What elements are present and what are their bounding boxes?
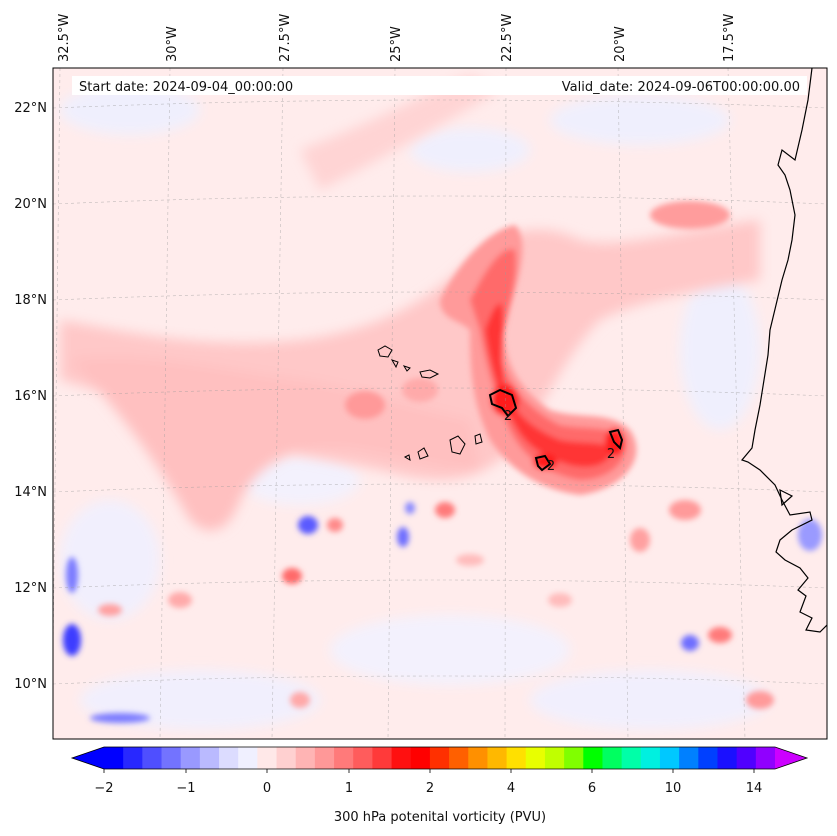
colorbar-tick-label: 0 (263, 781, 271, 796)
lat-label: 14°N (14, 485, 47, 500)
lat-label: 22°N (14, 101, 47, 116)
lat-label: 12°N (14, 581, 47, 596)
lat-label: 10°N (14, 677, 47, 692)
colorbar-segment (621, 747, 642, 769)
lon-label: 25°W (389, 26, 404, 62)
lon-label: 27.5°W (278, 14, 293, 62)
date-info-box (72, 76, 807, 95)
colorbar-ticks: −2 −1 0 1 2 4 6 10 14 (94, 769, 762, 796)
colorbar-segment (736, 747, 757, 769)
start-date: Start date: 2024-09-04_00:00:00 (79, 80, 293, 95)
lon-label: 32.5°W (57, 14, 72, 62)
colorbar-tick-label: −1 (176, 781, 195, 796)
colorbar-title: 300 hPa potenital vorticity (PVU) (334, 810, 546, 825)
colorbar-segment (679, 747, 699, 769)
colorbar-segment (640, 747, 661, 769)
colorbar-tick-label: 6 (588, 781, 596, 796)
pv-small-features (63, 500, 822, 723)
colorbar-segment (525, 747, 546, 769)
colorbar-tick-label: 4 (507, 781, 515, 796)
colorbar-segment (161, 747, 182, 769)
colorbar-segment (276, 747, 297, 769)
islands (377, 345, 483, 462)
colorbar-segment (659, 747, 680, 769)
valid-date: Valid_date: 2024-09-06T00:00:00.00 (562, 80, 800, 95)
longitude-labels: 32.5°W 30°W 27.5°W 25°W 22.5°W 20°W 17.5… (57, 14, 737, 62)
colorbar-segment (257, 747, 278, 769)
lon-label: 20°W (613, 26, 628, 62)
colorbar-segment (449, 747, 469, 769)
colorbar-segment (391, 747, 412, 769)
colorbar-segment (353, 747, 373, 769)
colorbar-segment (717, 747, 738, 769)
colorbar-tick-label: 1 (345, 781, 353, 796)
colorbar-segment (564, 747, 584, 769)
coastline (740, 68, 827, 633)
latitude-labels: 22°N 20°N 18°N 16°N 14°N 12°N 10°N (14, 101, 47, 692)
lon-label: 17.5°W (722, 14, 737, 62)
contour-labels: 2 2 2 (504, 409, 615, 474)
colorbar-segment (544, 747, 565, 769)
colorbar-segment (487, 747, 508, 769)
colorbar-segment (429, 747, 450, 769)
contour-label: 2 (547, 459, 555, 474)
colorbar-segment (334, 747, 354, 769)
colorbar-extend-max (775, 747, 807, 769)
colorbar-segment (602, 747, 623, 769)
colorbar-segment (219, 747, 239, 769)
lon-label: 30°W (165, 26, 180, 62)
pv-2-contours (488, 388, 624, 472)
map-frame (52, 67, 828, 740)
pv-core (345, 201, 730, 495)
colorbar-extend-min (72, 747, 104, 769)
lat-label: 16°N (14, 389, 47, 404)
colorbar-tick-label: 2 (426, 781, 434, 796)
colorbar-segment (314, 747, 335, 769)
colorbar-segment (295, 747, 316, 769)
colorbar-segment (123, 747, 143, 769)
contour-label: 2 (504, 409, 512, 424)
colorbar-tick-label: −2 (94, 781, 113, 796)
colorbar-segment (468, 747, 488, 769)
colorbar-segment (698, 747, 718, 769)
contour-label: 2 (607, 447, 615, 462)
colorbar-segment (104, 747, 124, 769)
map-panel: 2 2 2 Start date: 2024-09-04_00:00:00 Va… (53, 68, 827, 739)
pv-low-patches (60, 85, 770, 730)
colorbar-tick-label: 10 (665, 781, 682, 796)
colorbar-segment (372, 747, 393, 769)
colorbar-segment (238, 747, 258, 769)
colorbar-segment (180, 747, 201, 769)
colorbar-segment (583, 747, 603, 769)
colorbar-segment (755, 747, 776, 769)
colorbar-segment (410, 747, 431, 769)
lon-label: 22.5°W (500, 14, 515, 62)
colorbar-segment (506, 747, 527, 769)
lat-label: 20°N (14, 197, 47, 212)
colorbar-segment (199, 747, 220, 769)
colorbar-segment (142, 747, 163, 769)
colorbar: −2 −1 0 1 2 4 6 10 14 300 hPa potenital vorticit… (70, 746, 809, 825)
colorbar-tick-label: 14 (746, 781, 763, 796)
lat-label: 18°N (14, 293, 47, 308)
colorbar-segments (104, 747, 776, 769)
